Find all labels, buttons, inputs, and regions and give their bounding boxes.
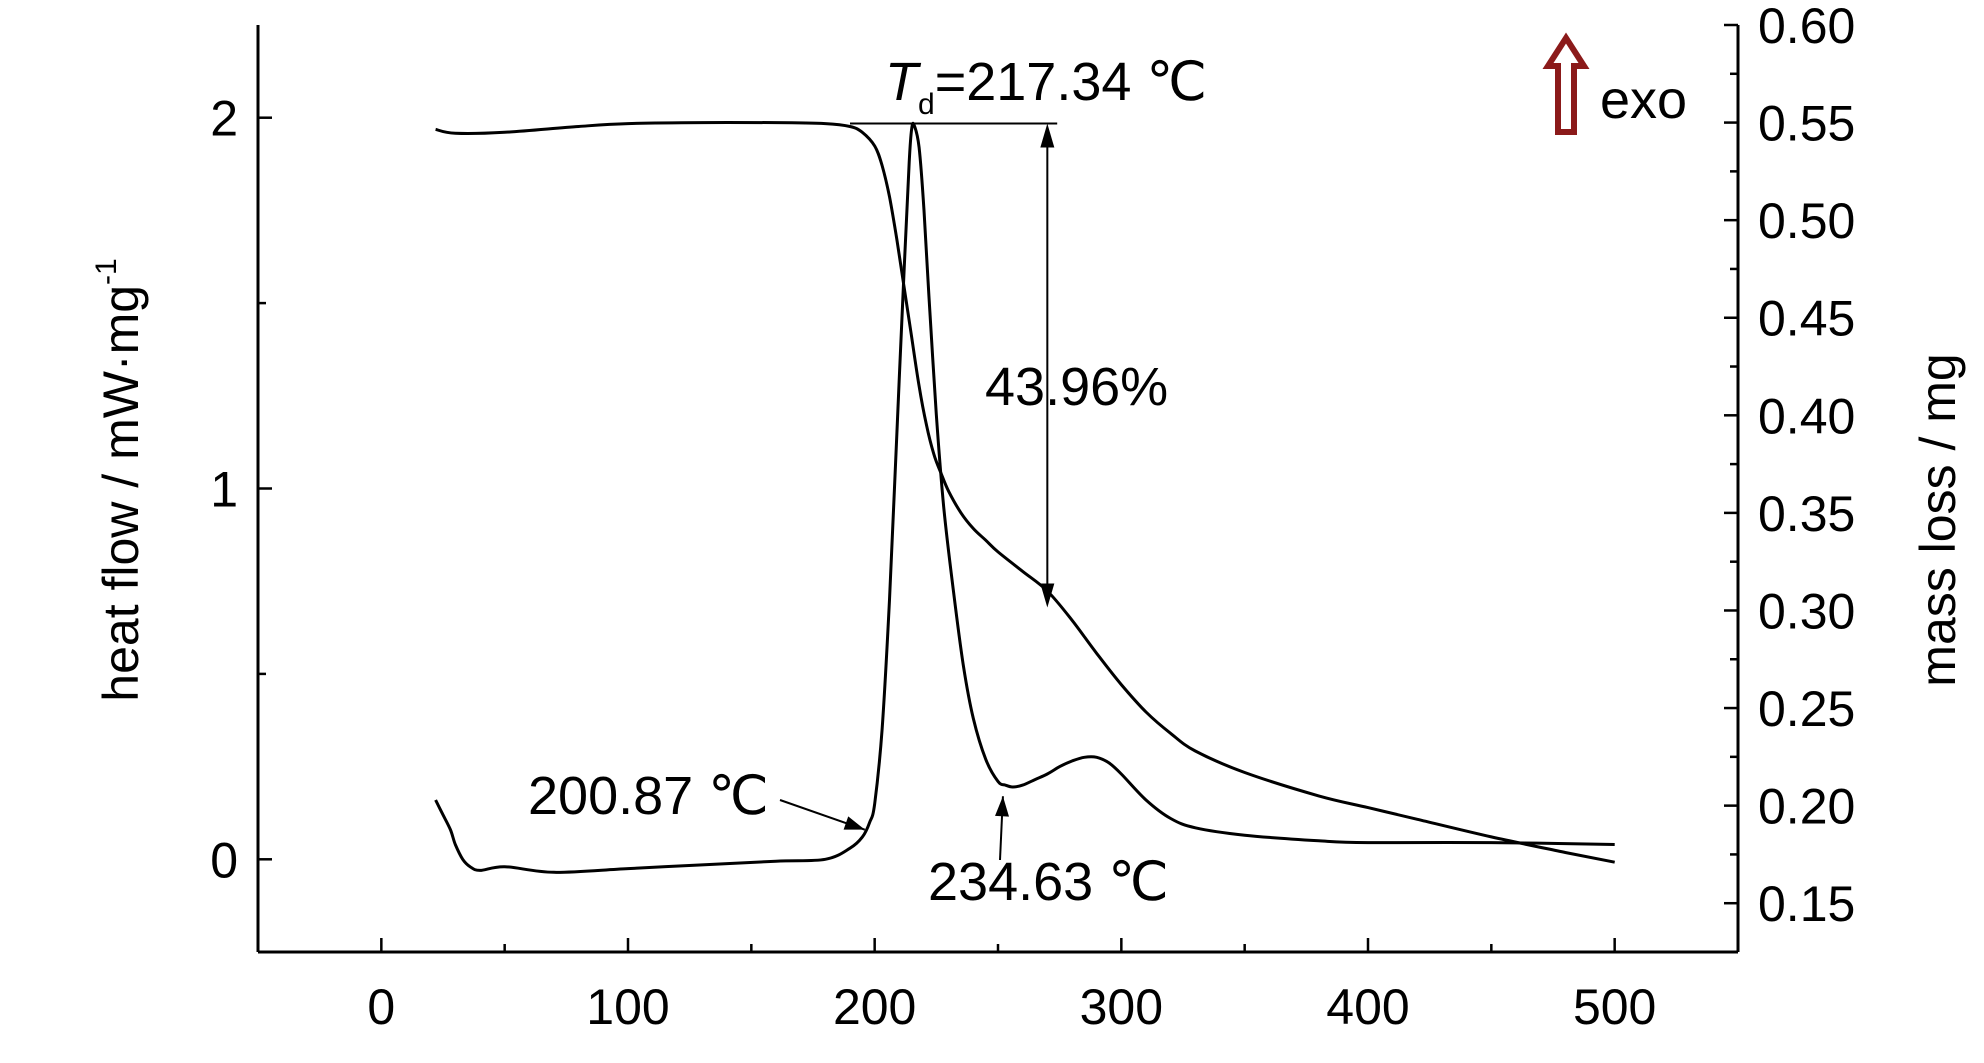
mass-loss-arrow-top [1040, 123, 1055, 148]
right-y-tick-label: 0.20 [1758, 779, 1855, 835]
heat-flow-curve [434, 121, 1615, 874]
mass-loss-annotation: 43.96% [985, 357, 1168, 417]
exo-arrow-icon [1542, 32, 1590, 135]
right-y-tick-label: 0.45 [1758, 291, 1855, 347]
right-y-axis-label: mass loss / mg [1910, 353, 1966, 686]
td-annotation: Td=217.34 ℃ [885, 52, 1207, 121]
left-y-tick-label: 0 [210, 832, 238, 888]
right-y-tick-label: 0.30 [1758, 583, 1855, 639]
right-y-tick-label: 0.60 [1758, 0, 1855, 54]
mass-loss-arrow-bottom [1040, 583, 1055, 608]
onset-pointer-arrowhead [843, 816, 865, 830]
x-tick-label: 500 [1573, 979, 1656, 1035]
right-y-tick-label: 0.15 [1758, 876, 1855, 932]
left-y-ticks: 0 1 2 [210, 91, 272, 888]
right-y-ticks: 0.15 0.20 0.25 0.30 0.35 0.40 0.45 0.50 0.55 0.60 [1724, 0, 1855, 932]
right-y-tick-label: 0.50 [1758, 193, 1855, 249]
exo-indicator: exo [1542, 32, 1687, 135]
x-tick-label: 400 [1326, 979, 1409, 1035]
right-y-tick-label: 0.25 [1758, 681, 1855, 737]
x-tick-label: 0 [367, 979, 395, 1035]
x-tick-label: 100 [586, 979, 669, 1035]
right-y-tick-label: 0.35 [1758, 486, 1855, 542]
left-y-axis-label: heat flow / mW·mg-1 [90, 258, 149, 701]
right-y-tick-label: 0.40 [1758, 388, 1855, 444]
exo-label: exo [1600, 70, 1687, 130]
left-y-tick-label: 2 [210, 91, 238, 147]
valley-temperature-annotation: 234.63 ℃ [928, 852, 1169, 912]
x-tick-label: 200 [833, 979, 916, 1035]
valley-pointer-arrowhead [995, 796, 1010, 817]
right-y-tick-label: 0.55 [1758, 96, 1855, 152]
onset-temperature-annotation: 200.87 ℃ [528, 766, 769, 826]
left-y-tick-label: 1 [210, 462, 238, 518]
mass-loss-curve [435, 120, 1615, 864]
left-y-axis-label-superscript: -1 [90, 258, 123, 285]
x-tick-label: 300 [1080, 979, 1163, 1035]
x-ticks: 0 100 200 300 400 500 [256, 938, 1740, 1035]
